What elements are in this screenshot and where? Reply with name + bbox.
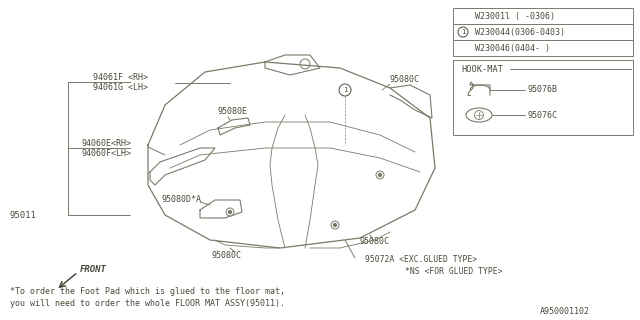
Text: 94061G <LH>: 94061G <LH> [93,84,148,92]
Text: 95080D*A: 95080D*A [162,196,202,204]
Circle shape [333,223,337,227]
Text: 95080C: 95080C [360,237,390,246]
Text: 94060F<LH>: 94060F<LH> [82,148,132,157]
Text: 95080E: 95080E [218,108,248,116]
Text: 95080C: 95080C [390,76,420,84]
Text: you will need to order the whole FLOOR MAT ASSY(95011).: you will need to order the whole FLOOR M… [10,299,285,308]
Text: FRONT: FRONT [80,265,107,274]
Text: *NS <FOR GLUED TYPE>: *NS <FOR GLUED TYPE> [405,268,502,276]
Text: 95076C: 95076C [527,110,557,119]
Text: 94060E<RH>: 94060E<RH> [82,139,132,148]
Bar [453,40,633,56]
Text: 95011: 95011 [10,211,37,220]
Text: W230044(0306-0403): W230044(0306-0403) [475,28,565,36]
Text: *To order the Foot Pad which is glued to the floor mat,: *To order the Foot Pad which is glued to… [10,287,285,297]
Text: A950001102: A950001102 [540,308,590,316]
Bar [453,24,633,40]
Text: 95080C: 95080C [212,251,242,260]
Text: 1: 1 [461,29,465,35]
Text: W230046(0404- ): W230046(0404- ) [475,44,550,52]
Text: HOOK-MAT: HOOK-MAT [461,65,503,74]
Text: 95072A <EXC.GLUED TYPE>: 95072A <EXC.GLUED TYPE> [365,255,477,265]
Text: 1: 1 [343,87,347,93]
Text: 95076B: 95076B [527,85,557,94]
Text: W23001l ( -0306): W23001l ( -0306) [475,12,555,20]
Text: 94061F <RH>: 94061F <RH> [93,74,148,83]
Circle shape [378,173,381,177]
Bar [453,8,633,24]
Circle shape [228,211,232,213]
Bar [453,60,633,135]
